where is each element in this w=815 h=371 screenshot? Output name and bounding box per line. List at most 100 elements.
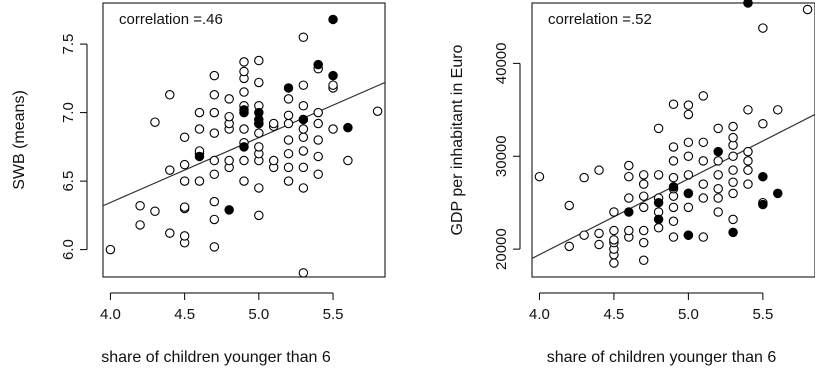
open-data-point [713,123,723,134]
y-tick-label: 7.0 [60,102,77,123]
filled-data-point [653,197,664,208]
filled-data-point [283,83,294,93]
x-tick-label: 4.0 [529,306,550,323]
open-data-point [579,230,589,240]
correlation-annotation: correlation =.46 [119,11,223,28]
open-data-point [564,200,574,211]
open-data-point [564,241,574,252]
filled-data-point [194,151,205,162]
open-data-point [728,132,738,143]
open-data-point [683,100,694,110]
open-data-point [698,193,709,203]
x-tick-label: 5.0 [248,306,269,323]
open-data-point [328,80,338,90]
open-data-point [194,176,205,186]
open-data-point [254,183,264,193]
open-data-point [638,179,649,189]
open-data-point [683,137,694,148]
open-data-point [638,191,649,201]
open-data-point [283,148,294,159]
open-data-point [668,172,679,183]
open-data-point [283,162,294,173]
open-data-point [135,201,145,211]
open-data-point [743,146,753,157]
filled-data-point [743,0,753,8]
plot-frame [531,2,815,278]
y-axis-title: GDP per inhabitant in Euro [449,44,466,235]
open-data-point [254,210,264,221]
open-data-point [268,155,279,166]
open-data-point [283,110,294,121]
open-data-point [594,228,604,239]
open-data-point [179,176,190,186]
open-data-point [194,124,205,134]
open-data-point [239,124,249,134]
open-data-point [313,107,323,118]
filled-data-point [653,214,664,225]
x-tick-label: 5.5 [752,306,773,323]
open-data-point [638,202,649,213]
open-data-point [283,176,294,186]
open-data-point [668,232,679,242]
open-data-point [254,77,264,88]
filled-data-point [624,207,634,217]
open-data-point [713,184,723,194]
open-data-point [743,179,753,189]
open-data-point [534,171,545,182]
open-data-point [209,155,220,166]
open-data-point [179,202,190,212]
open-data-point [668,202,679,213]
right-scatter-panel: 4.0 4.5 5.0 5.5 20000 30000 40000 share of chil… [449,0,815,366]
open-data-point [298,124,309,134]
x-tick-label: 4.0 [100,306,121,323]
open-data-point [653,170,664,180]
open-data-point [239,66,249,77]
open-data-point [298,132,309,143]
open-data-point [179,159,190,170]
open-data-point [698,179,709,189]
open-data-point [624,160,634,171]
x-tick-label: 5.5 [323,306,344,323]
open-data-point [728,121,738,132]
open-data-point [268,118,279,129]
filled-data-point [683,230,694,240]
open-data-point [713,193,723,203]
filled-data-point [773,188,783,199]
open-data-point [624,225,634,236]
open-data-point [698,156,709,166]
open-data-point [579,172,589,183]
y-tick-label: 40000 [493,43,510,85]
open-data-point [298,32,309,42]
open-data-point [194,107,205,118]
y-tick-label: 6.5 [60,171,77,192]
filled-data-point [758,199,768,210]
open-data-point [758,23,768,33]
filled-data-point [668,182,679,192]
open-data-point [298,162,309,173]
open-data-point [209,70,220,81]
filled-data-point [239,105,249,115]
open-data-point [758,118,768,129]
open-data-point [239,57,249,67]
open-data-point [313,118,323,129]
open-data-point [594,165,604,175]
open-data-point [209,90,220,100]
open-data-point [683,202,694,213]
open-data-point [668,156,679,166]
open-data-point [298,80,309,90]
y-tick-label: 7.5 [60,34,77,55]
open-data-point [165,228,175,238]
open-data-point [135,220,145,230]
open-data-point [638,237,649,248]
filled-data-point [343,122,353,133]
filled-data-point [328,14,338,25]
open-data-point [150,117,160,127]
open-data-point [668,216,679,227]
open-data-point [343,155,353,166]
open-data-point [698,91,709,101]
open-data-point [609,235,619,245]
open-data-point [743,105,753,115]
open-data-point [298,268,309,278]
open-data-point [713,170,723,180]
y-axis-title: SWB (means) [11,90,28,190]
